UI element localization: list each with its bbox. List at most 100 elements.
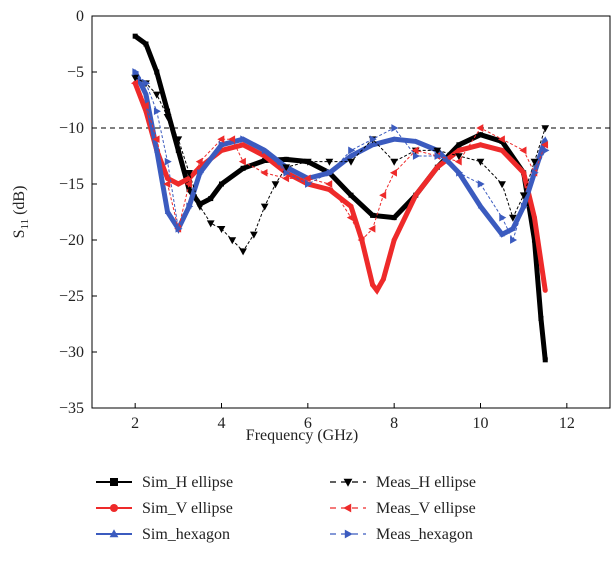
series — [132, 33, 548, 363]
marker — [132, 33, 138, 39]
marker — [509, 214, 517, 222]
x-tick-label: 2 — [131, 415, 139, 432]
marker — [152, 135, 160, 144]
series-line — [132, 70, 548, 238]
y-tick-label: −35 — [59, 400, 84, 417]
y-tick-label: −15 — [59, 176, 84, 193]
marker — [195, 157, 203, 166]
marker — [303, 158, 312, 166]
marker — [152, 91, 161, 99]
marker — [240, 165, 246, 171]
marker — [542, 357, 548, 363]
marker — [370, 282, 376, 288]
marker — [164, 209, 171, 214]
marker — [163, 114, 172, 121]
series-line — [133, 34, 548, 361]
y-axis-label-main: S — [11, 230, 28, 239]
marker — [175, 224, 183, 233]
marker — [347, 158, 355, 166]
marker — [413, 192, 419, 198]
marker — [218, 140, 226, 149]
marker — [348, 146, 356, 155]
marker — [326, 187, 332, 193]
y-axis-label: S11 (dB) — [11, 186, 31, 239]
marker — [412, 152, 420, 160]
marker — [510, 225, 516, 231]
marker — [238, 157, 246, 166]
marker — [283, 168, 291, 177]
marker — [433, 147, 442, 155]
marker — [131, 74, 140, 82]
marker — [282, 174, 290, 183]
y-axis-label-sub: 11 — [19, 219, 31, 230]
marker — [499, 213, 507, 222]
series — [130, 79, 549, 244]
y-tick-label: −25 — [59, 288, 84, 305]
marker — [456, 168, 464, 177]
marker — [132, 68, 140, 76]
x-tick-label: 8 — [390, 415, 398, 432]
marker — [240, 135, 248, 144]
marker — [476, 158, 485, 166]
marker — [250, 231, 258, 239]
legend-marker — [343, 503, 352, 513]
x-tick-label: 4 — [218, 415, 226, 432]
legend-label: Meas_H ellipse — [376, 474, 476, 491]
marker — [153, 107, 161, 116]
marker — [262, 157, 268, 163]
marker — [499, 231, 505, 237]
marker — [283, 156, 289, 162]
marker — [175, 181, 181, 187]
x-axis-label: Frequency (GHz) — [246, 427, 358, 444]
marker — [519, 192, 528, 200]
x-tick-label: 10 — [473, 415, 489, 432]
marker — [260, 168, 268, 177]
y-tick-label: 0 — [76, 8, 84, 25]
marker — [143, 79, 151, 88]
legend-label: Sim_hexagon — [142, 526, 230, 543]
y-tick-label: −30 — [59, 344, 84, 361]
marker — [130, 79, 138, 88]
marker — [456, 147, 462, 153]
marker — [370, 212, 376, 218]
marker — [346, 213, 354, 222]
marker — [520, 202, 528, 211]
marker — [531, 168, 539, 177]
marker — [411, 146, 419, 155]
marker — [348, 192, 354, 198]
marker — [456, 142, 462, 148]
marker — [185, 170, 193, 177]
marker — [196, 203, 204, 211]
marker — [197, 168, 205, 177]
marker — [260, 203, 269, 211]
marker — [154, 147, 160, 153]
marker — [325, 180, 333, 188]
marker — [303, 174, 311, 183]
marker — [217, 226, 226, 233]
y-tick-label: −5 — [67, 64, 84, 81]
marker — [228, 237, 237, 245]
legend-marker — [109, 529, 119, 538]
marker — [530, 158, 539, 166]
marker — [271, 181, 280, 189]
marker — [434, 152, 442, 160]
marker — [497, 135, 505, 144]
marker — [174, 136, 183, 144]
marker — [217, 135, 225, 144]
marker — [454, 157, 462, 166]
marker — [477, 203, 484, 209]
legend-marker — [344, 529, 353, 539]
marker — [499, 147, 505, 153]
marker — [542, 146, 550, 155]
marker — [477, 180, 485, 188]
marker — [186, 202, 194, 211]
marker — [391, 237, 397, 243]
marker — [538, 315, 544, 321]
marker — [163, 180, 171, 188]
marker — [326, 168, 334, 177]
marker — [455, 153, 463, 161]
marker — [521, 170, 527, 176]
marker — [219, 181, 224, 187]
marker — [369, 141, 376, 147]
